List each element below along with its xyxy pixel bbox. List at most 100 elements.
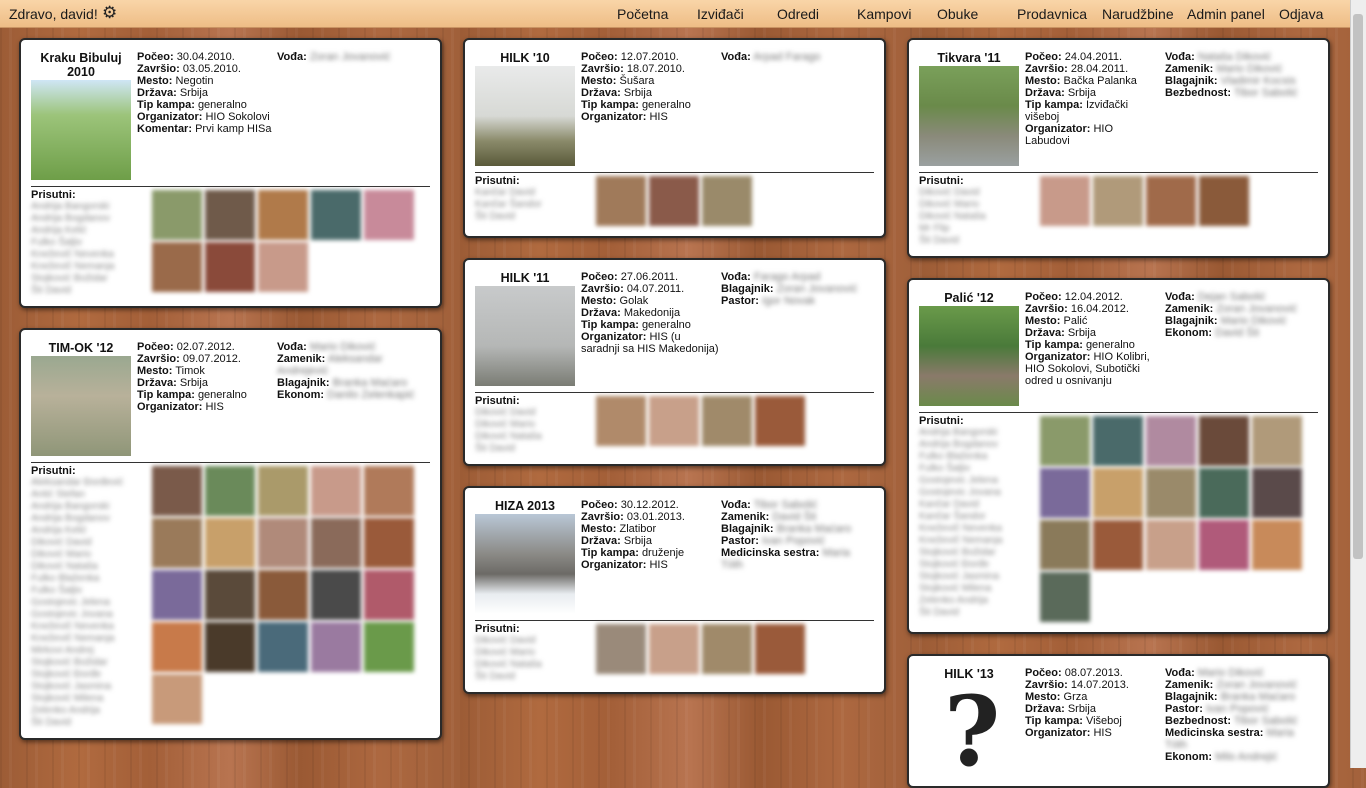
attendee-photo[interactable] [702,396,752,446]
attendee-photo[interactable] [152,466,202,516]
attendee-photo[interactable] [596,396,646,446]
camp-photo[interactable] [919,306,1019,406]
present-names: Andrija Bangorski Andrija Bogdanov Andrija… [31,201,115,296]
attendee-photo[interactable] [649,396,699,446]
attendee-photo[interactable] [1040,416,1090,466]
attendee-photo[interactable] [258,242,308,292]
attendee-photo[interactable] [205,622,255,672]
gear-icon[interactable]: ⚙ [102,3,118,22]
camp-card-timok[interactable]: TIM-OK '12 Počeo: 02.07.2012. Završio: 0… [19,328,442,740]
camp-photo[interactable] [475,514,575,614]
attendee-photo[interactable] [311,622,361,672]
nav-kampovi[interactable]: Kampovi [857,6,912,22]
camp-title[interactable]: HILK '11 [500,271,550,285]
divider [475,392,874,393]
camp-title[interactable]: Kraku Bibuluj 2010 [40,51,122,79]
attendee-photo[interactable] [152,242,202,292]
nav-izvidjaci[interactable]: Izviđači [697,6,744,22]
attendee-photo[interactable] [1040,520,1090,570]
camp-title[interactable]: Tikvara '11 [937,51,1001,65]
attendee-photo[interactable] [1093,468,1143,518]
attendee-photo[interactable] [258,622,308,672]
camp-photo[interactable] [475,286,575,386]
attendee-photo[interactable] [311,570,361,620]
attendee-photo[interactable] [755,624,805,674]
camp-card-hilk-10[interactable]: HILK '10 Počeo: 12.07.2010. Završio: 18.… [463,38,886,238]
attendee-photo[interactable] [364,518,414,568]
attendee-photo[interactable] [152,518,202,568]
attendee-photo[interactable] [152,674,202,724]
attendee-photo[interactable] [205,190,255,240]
attendee-photo[interactable] [258,570,308,620]
attendee-photo[interactable] [1146,468,1196,518]
camp-card-tikvara[interactable]: Tikvara '11 Počeo: 24.04.2011. Završio: … [907,38,1330,258]
camp-photo[interactable] [919,66,1019,166]
attendee-photo[interactable] [1199,468,1249,518]
attendee-photo[interactable] [1040,572,1090,622]
nav-narudzbine[interactable]: Narudžbine [1102,6,1174,22]
attendee-photo[interactable] [205,242,255,292]
attendee-photo[interactable] [364,466,414,516]
attendee-photo[interactable] [1093,176,1143,226]
attendee-photo[interactable] [364,622,414,672]
camp-card-hiza-2013[interactable]: HIZA 2013 Počeo: 30.12.2012. Završio: 03… [463,486,886,694]
camp-title[interactable]: Palić '12 [944,291,994,305]
attendee-photo[interactable] [1146,520,1196,570]
nav-odredi[interactable]: Odredi [777,6,820,22]
attendee-photo[interactable] [258,518,308,568]
attendee-photo[interactable] [1093,520,1143,570]
present-names: Diković David Diković Mario Diković Nataša… [475,407,542,454]
attendee-photo[interactable] [1199,520,1249,570]
attendee-photo[interactable] [1199,416,1249,466]
attendee-photo[interactable] [364,190,414,240]
attendee-photo[interactable] [311,518,361,568]
camp-photo[interactable] [31,356,131,456]
scrollbar[interactable] [1350,0,1366,768]
nav-obuke[interactable]: Obuke [937,6,979,22]
attendee-photo[interactable] [596,176,646,226]
camp-staff: Vođa: Zoran Jovanović [277,51,391,63]
attendee-photo[interactable] [152,190,202,240]
attendee-photo[interactable] [258,190,308,240]
attendee-photo[interactable] [649,176,699,226]
attendee-photo[interactable] [1040,176,1090,226]
nav-prodavnica[interactable]: Prodavnica [1017,6,1088,22]
attendee-photo[interactable] [364,570,414,620]
attendee-photo[interactable] [1146,416,1196,466]
camp-title[interactable]: HIZA 2013 [495,499,555,513]
camp-title[interactable]: HILK '10 [500,51,550,65]
attendee-photo[interactable] [205,466,255,516]
camp-info: Počeo: 08.07.2013. Završio: 14.07.2013. … [1025,667,1129,739]
attendee-photo[interactable] [1252,468,1302,518]
scrollbar-thumb[interactable] [1353,14,1363,559]
attendee-photo[interactable] [205,570,255,620]
attendee-photo[interactable] [311,190,361,240]
nav-odjava[interactable]: Odjava [1279,6,1324,22]
camp-title[interactable]: TIM-OK '12 [48,341,114,355]
attendee-photo[interactable] [205,518,255,568]
camp-card-hilk-13[interactable]: HILK '13 ? Počeo: 08.07.2013. Završio: 1… [907,654,1330,788]
attendee-photo[interactable] [1093,416,1143,466]
camp-card-palic[interactable]: Palić '12 Počeo: 12.04.2012. Završio: 16… [907,278,1330,634]
attendee-photo[interactable] [1040,468,1090,518]
camp-card-hilk-11[interactable]: HILK '11 Počeo: 27.06.2011. Završio: 04.… [463,258,886,466]
attendee-photo[interactable] [1199,176,1249,226]
attendee-photo[interactable] [596,624,646,674]
attendee-photo[interactable] [311,466,361,516]
attendee-photo[interactable] [702,624,752,674]
attendee-photo[interactable] [702,176,752,226]
attendee-photo[interactable] [152,570,202,620]
camp-photo[interactable] [31,80,131,180]
attendee-photo[interactable] [1252,416,1302,466]
nav-admin-panel[interactable]: Admin panel [1187,6,1265,22]
attendee-photo[interactable] [1252,520,1302,570]
camp-title[interactable]: HILK '13 [944,667,994,681]
attendee-photo[interactable] [1146,176,1196,226]
camp-photo[interactable] [475,66,575,166]
camp-card-kraku-bibuluj[interactable]: Kraku Bibuluj 2010 Počeo: 30.04.2010. Za… [19,38,442,308]
attendee-photo[interactable] [649,624,699,674]
attendee-photo[interactable] [258,466,308,516]
attendee-photo[interactable] [755,396,805,446]
attendee-photo[interactable] [152,622,202,672]
nav-pocetna[interactable]: Početna [617,6,669,22]
